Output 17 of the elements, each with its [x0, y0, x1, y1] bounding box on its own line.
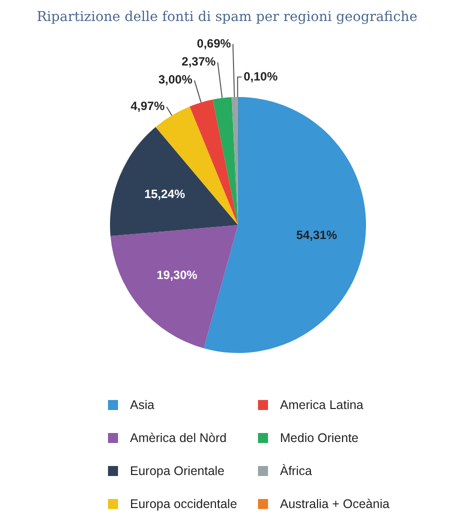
legend-label: Àfrica	[280, 464, 312, 478]
data-label: 19,30%	[156, 268, 198, 282]
data-label: 0,69%	[196, 36, 232, 50]
legend-label: America Latina	[280, 398, 364, 412]
chart-title: Ripartizione delle fonti di spam per regioni geografiche	[36, 8, 418, 27]
legend-label: Australia + Oceània	[280, 496, 390, 510]
data-label: 4,97%	[130, 99, 165, 114]
legend-label: Europa occidentale	[130, 496, 238, 510]
data-label: 0,10%	[244, 69, 278, 84]
data-label: 15,24%	[144, 186, 186, 201]
data-label: 2,37%	[182, 54, 216, 69]
legend-label: Europa Orientale	[130, 464, 225, 478]
legend-label: Amèrica del Nòrd	[130, 430, 227, 444]
legend-label: Asia	[130, 398, 154, 412]
legend-label: Medio Oriente	[280, 430, 359, 444]
data-label: 3,00%	[158, 72, 193, 87]
data-label: 54,31%	[296, 228, 338, 242]
